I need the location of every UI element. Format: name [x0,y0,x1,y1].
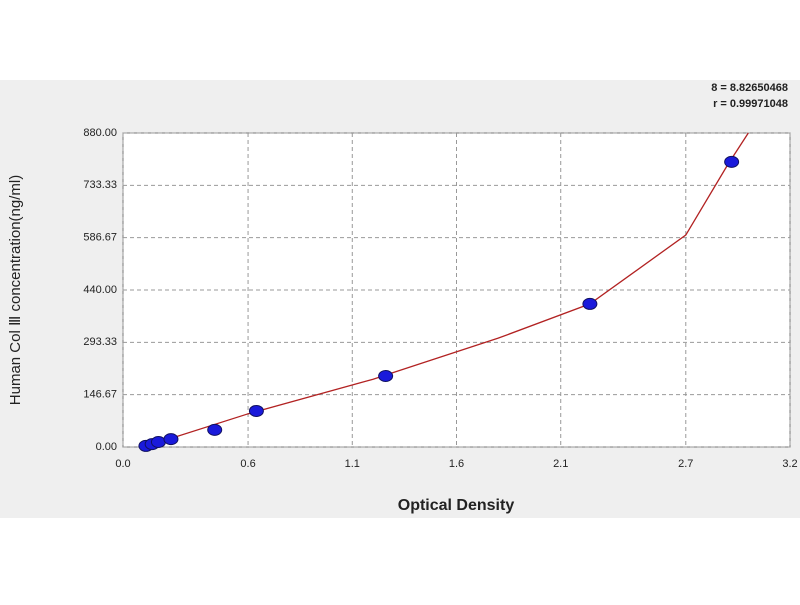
annotation: 8 = 8.82650468 [711,82,788,94]
x-tick-label: 0.0 [115,458,130,470]
y-axis-title: Human Col Ⅲ concentration(ng/ml) [7,175,24,405]
data-point [207,423,223,436]
fit-curve [143,132,749,448]
data-point [582,297,598,310]
y-tick-label: 0.00 [96,441,117,453]
data-point [150,436,166,449]
x-tick-label: 1.1 [345,458,360,470]
x-tick-label: 2.1 [553,458,568,470]
y-tick-label: 146.67 [83,389,117,401]
y-tick-label: 293.33 [83,336,117,348]
y-tick-label: 880.00 [83,127,117,139]
x-tick-label: 3.2 [782,458,797,470]
y-tick-label: 586.67 [83,232,117,244]
x-tick-label: 1.6 [449,458,464,470]
y-tick-label: 440.00 [83,284,117,296]
x-axis-title: Optical Density [398,497,515,514]
data-point [724,155,740,168]
data-point [163,433,179,446]
data-point [378,369,394,382]
data-point [248,404,264,417]
annotation: r = 0.99971048 [713,98,788,110]
x-tick-label: 0.6 [240,458,255,470]
y-tick-label: 733.33 [83,179,117,191]
x-tick-label: 2.7 [678,458,693,470]
